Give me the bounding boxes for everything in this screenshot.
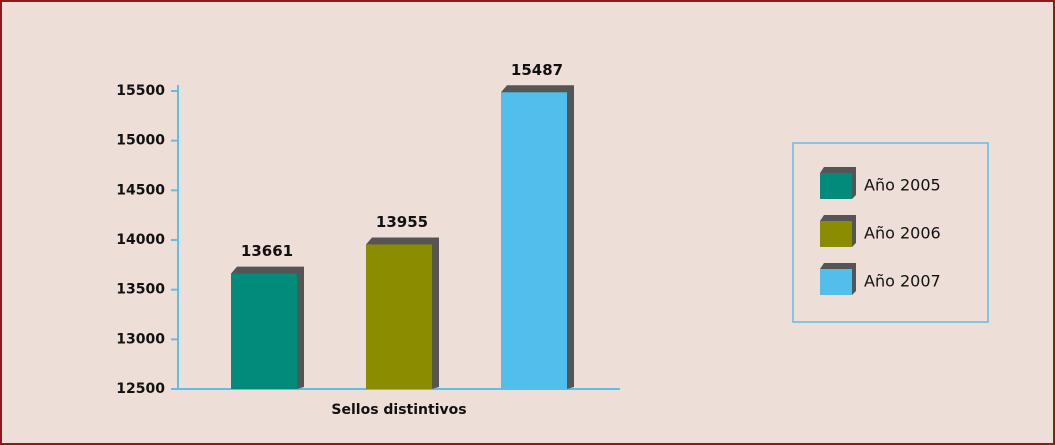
legend-swatch — [820, 269, 852, 295]
legend-box — [792, 142, 989, 323]
y-tick-label: 15000 — [116, 133, 165, 149]
y-tick-label: 13500 — [116, 282, 165, 298]
legend-label: Año 2005 — [864, 176, 941, 195]
y-tick-label: 13000 — [116, 331, 165, 347]
legend-label: Año 2007 — [864, 272, 941, 291]
bar — [366, 244, 432, 389]
legend-swatch — [820, 173, 852, 199]
legend-label: Año 2006 — [864, 224, 941, 243]
data-label: 13661 — [241, 242, 293, 260]
x-tick-label: Sellos distintivos — [331, 402, 466, 418]
bar — [231, 273, 297, 389]
data-label: 15487 — [511, 61, 563, 79]
legend-swatch — [820, 221, 852, 247]
y-tick-label: 15500 — [116, 83, 165, 99]
y-tick-label: 12500 — [116, 381, 165, 397]
y-tick-label: 14500 — [116, 182, 165, 198]
bar — [501, 92, 567, 390]
data-label: 13955 — [376, 213, 428, 231]
y-tick-label: 14000 — [116, 232, 165, 248]
